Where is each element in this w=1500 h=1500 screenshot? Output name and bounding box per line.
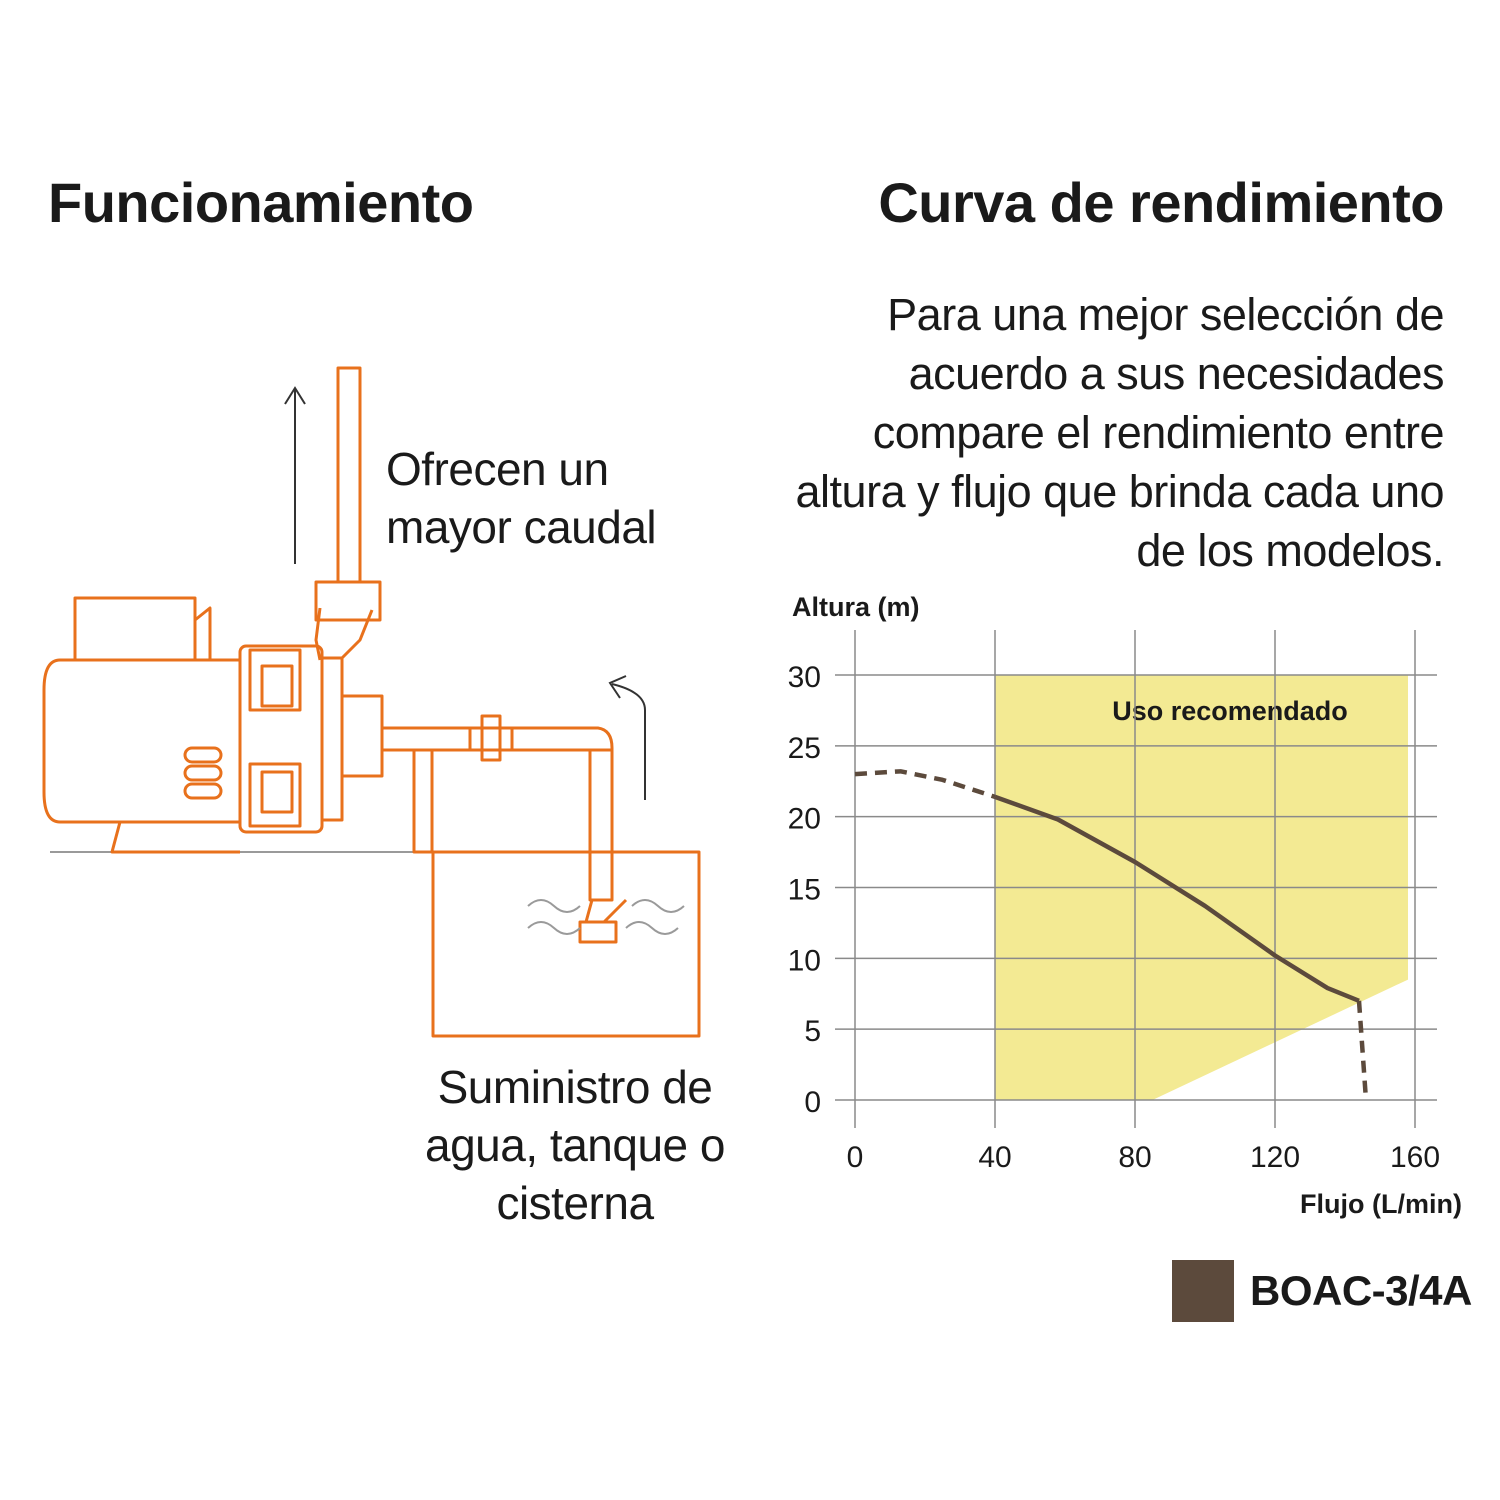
series-line-dashed — [854, 769, 996, 799]
performance-chart: Uso recomendado 0 5 10 15 20 25 30 0 40 80 120 160 Al… — [788, 592, 1462, 1219]
legend: BOAC-3/4A — [1172, 1260, 1472, 1322]
x-tick-label: 40 — [978, 1141, 1011, 1174]
tank-icon — [431, 850, 701, 1038]
curva-title: Curva de rendimiento — [878, 171, 1444, 234]
x-tick-label: 160 — [1390, 1141, 1440, 1174]
y-tick-label: 15 — [788, 874, 821, 907]
y-axis-label: Altura (m) — [792, 592, 920, 622]
recommended-zone-label: Uso recomendado — [1112, 696, 1348, 726]
callout-source: Suministro de agua, tanque o cisterna — [425, 1061, 725, 1229]
callout-flow: Ofrecen un mayor caudal — [386, 443, 657, 553]
legend-swatch — [1172, 1260, 1234, 1322]
pump-icon — [42, 366, 628, 944]
x-axis-label: Flujo (L/min) — [1300, 1189, 1462, 1219]
pump-diagram — [42, 366, 701, 1038]
funcionamiento-title: Funcionamiento — [48, 171, 474, 234]
x-tick-label: 120 — [1250, 1141, 1300, 1174]
y-tick-label: 5 — [804, 1015, 821, 1048]
series-line-dashed — [1356, 1000, 1369, 1101]
intro-paragraph: Para una mejor selección de acuerdo a su… — [795, 289, 1445, 576]
x-tick-label: 80 — [1118, 1141, 1151, 1174]
y-tick-label: 25 — [788, 732, 821, 765]
y-tick-label: 0 — [804, 1086, 821, 1119]
arrow-curved-icon — [608, 675, 646, 800]
water-waves-icon — [527, 899, 685, 935]
y-tick-label: 20 — [788, 803, 821, 836]
y-tick-label: 10 — [788, 944, 821, 977]
series-line — [994, 794, 1360, 1003]
y-tick-label: 30 — [788, 661, 821, 694]
arrow-up-icon — [284, 386, 306, 564]
legend-label: BOAC-3/4A — [1250, 1267, 1472, 1314]
x-tick-label: 0 — [847, 1141, 864, 1174]
